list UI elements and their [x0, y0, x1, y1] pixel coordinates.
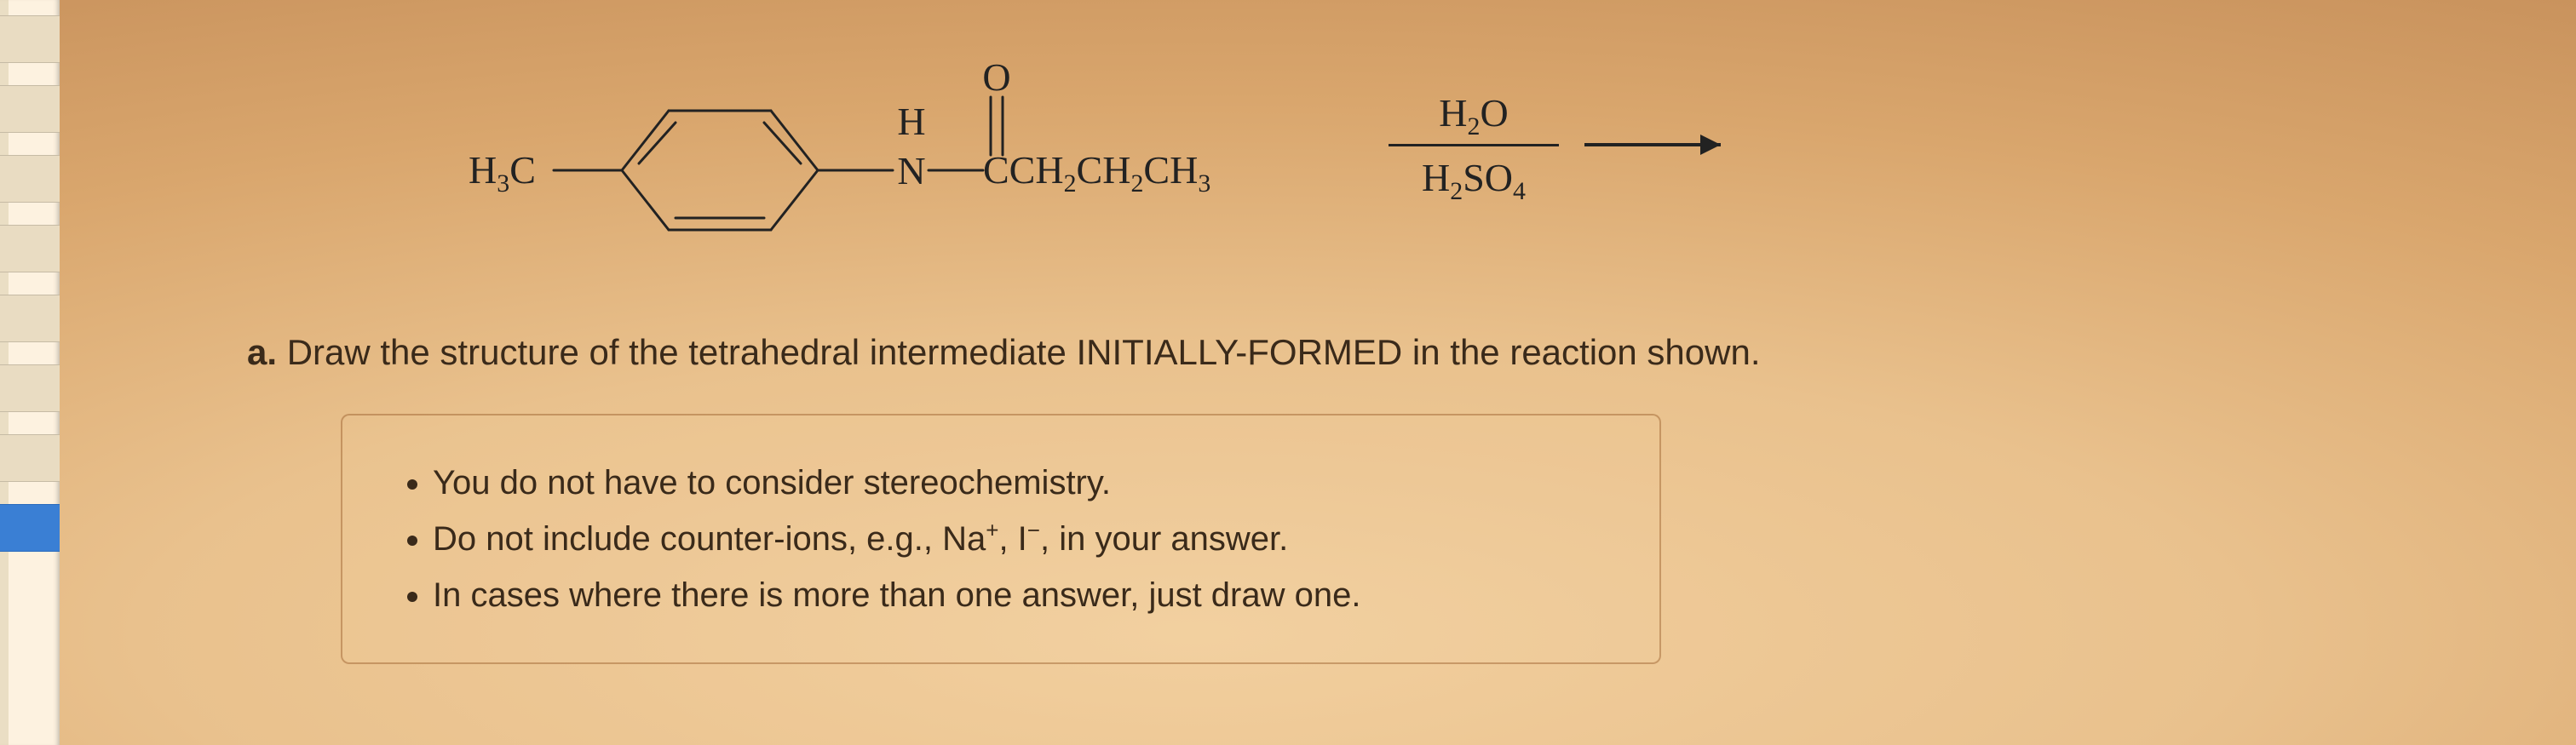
reaction-row: H3CNHOCCH2CH2CH3 H2O H2SO4: [469, 26, 2474, 264]
reagent-fraction: H2O H2SO4: [1389, 83, 1559, 207]
instructions-list: You do not have to consider stereochemis…: [390, 455, 1612, 623]
svg-text:N: N: [897, 149, 925, 192]
reagent-rule: [1389, 144, 1559, 146]
left-gutter: [0, 0, 60, 745]
gutter-tab[interactable]: [0, 434, 60, 482]
amide-structure-diagram: H3CNHOCCH2CH2CH3: [469, 34, 1337, 255]
gutter-tab[interactable]: [0, 225, 60, 272]
instruction-item: You do not have to consider stereochemis…: [433, 455, 1612, 511]
reagent-bottom: H2SO4: [1422, 148, 1526, 207]
question-suffix: in the reaction shown.: [1402, 332, 1760, 372]
question-emphasis: INITIALLY-FORMED: [1077, 332, 1403, 372]
question-text: a. Draw the structure of the tetrahedral…: [247, 332, 2474, 373]
question-panel: H3CNHOCCH2CH2CH3 H2O H2SO4 a. Draw the s…: [60, 0, 2576, 745]
reaction-arrow-icon: [1584, 128, 1755, 162]
screenshot-root: H3CNHOCCH2CH2CH3 H2O H2SO4 a. Draw the s…: [0, 0, 2576, 745]
gutter-tab[interactable]: [0, 295, 60, 342]
instruction-item: In cases where there is more than one an…: [433, 567, 1612, 623]
question-prefix: Draw the structure of the tetrahedral in…: [287, 332, 1077, 372]
question-part-label: a.: [247, 332, 277, 372]
gutter-tab[interactable]: [0, 364, 60, 412]
gutter-tab[interactable]: [0, 85, 60, 133]
gutter-tab-active[interactable]: [0, 504, 60, 552]
instructions-box: You do not have to consider stereochemis…: [341, 414, 1661, 664]
gutter-tab[interactable]: [0, 155, 60, 203]
gutter-tab[interactable]: [0, 15, 60, 63]
reagent-block: H2O H2SO4: [1389, 83, 1755, 207]
reagent-top: H2O: [1439, 83, 1508, 142]
svg-text:H: H: [897, 100, 925, 143]
svg-text:O: O: [982, 55, 1010, 99]
instruction-item: Do not include counter-ions, e.g., Na+, …: [433, 511, 1612, 567]
